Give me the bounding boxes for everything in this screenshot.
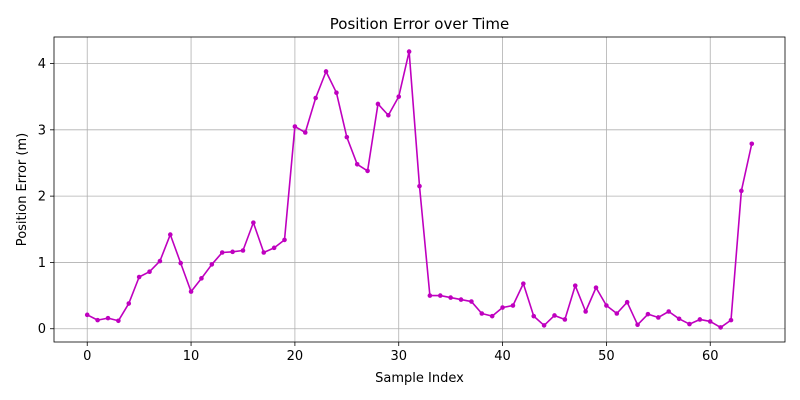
- data-point: [396, 94, 402, 99]
- data-point: [105, 315, 111, 321]
- data-point: [521, 281, 526, 286]
- data-point: [365, 168, 370, 174]
- data-point: [489, 313, 495, 319]
- data-point: [240, 248, 246, 253]
- data-point: [583, 309, 588, 314]
- data-point: [510, 303, 516, 308]
- data-point: [406, 49, 412, 54]
- data-point: [697, 317, 703, 322]
- data-point: [437, 293, 443, 298]
- data-point: [458, 297, 464, 302]
- data-point: [541, 323, 547, 328]
- grid-lines: [54, 37, 785, 342]
- data-point: [251, 220, 256, 225]
- x-tick-label: 10: [183, 349, 200, 364]
- data-point: [147, 269, 152, 275]
- data-point: [271, 245, 277, 251]
- data-point: [188, 289, 194, 294]
- data-point: [666, 309, 672, 314]
- y-axis-label: Position Error (m): [15, 133, 30, 246]
- data-point: [313, 95, 318, 101]
- data-point: [739, 188, 744, 194]
- data-point: [645, 311, 651, 317]
- data-point: [707, 319, 713, 324]
- data-point: [282, 237, 287, 243]
- data-point: [552, 313, 557, 318]
- y-tick-label: 1: [38, 256, 46, 271]
- x-tick-label: 0: [83, 349, 91, 364]
- data-point: [323, 69, 329, 74]
- chart-title: Position Error over Time: [330, 15, 509, 33]
- data-point: [604, 303, 609, 308]
- data-point: [302, 130, 308, 135]
- y-tick-label: 3: [38, 123, 46, 138]
- data-point: [167, 232, 173, 237]
- x-tick-label: 40: [494, 349, 511, 364]
- y-tick-label: 2: [38, 190, 46, 205]
- data-point: [230, 249, 235, 255]
- data-point: [95, 317, 100, 323]
- data-point: [676, 316, 682, 322]
- data-point: [199, 276, 204, 281]
- data-point: [614, 311, 620, 316]
- data-point: [157, 258, 163, 264]
- data-point: [531, 313, 537, 319]
- data-point: [500, 305, 505, 310]
- x-tick-label: 20: [287, 349, 304, 364]
- data-point: [219, 250, 225, 255]
- data-point: [334, 90, 339, 95]
- data-point: [572, 283, 578, 288]
- data-point: [656, 315, 661, 320]
- series-layer: [84, 49, 755, 330]
- data-point: [562, 317, 568, 322]
- data-point: [126, 301, 132, 306]
- data-point: [635, 322, 640, 328]
- data-point: [344, 134, 350, 140]
- data-point: [687, 321, 692, 327]
- data-point: [209, 262, 215, 267]
- x-tick-label: 60: [702, 349, 719, 364]
- y-tick-label: 0: [38, 322, 46, 337]
- data-point: [84, 312, 90, 318]
- data-point: [375, 101, 381, 107]
- data-point: [624, 299, 630, 305]
- data-point: [386, 112, 391, 118]
- data-point: [261, 250, 267, 255]
- data-point: [354, 162, 360, 167]
- data-point: [427, 293, 433, 298]
- x-tick-label: 30: [390, 349, 407, 364]
- data-point: [178, 260, 183, 266]
- data-point: [749, 141, 755, 147]
- data-point: [292, 124, 298, 129]
- x-axis-label: Sample Index: [375, 371, 464, 386]
- data-point: [718, 325, 723, 330]
- data-point: [728, 317, 734, 323]
- data-point: [417, 183, 422, 189]
- data-point: [448, 295, 453, 300]
- x-tick-label: 50: [598, 349, 615, 364]
- data-point: [593, 285, 599, 290]
- data-point: [469, 299, 474, 304]
- plot-frame: [53, 36, 786, 343]
- data-point: [479, 311, 485, 316]
- y-tick-label: 4: [38, 57, 46, 72]
- series-line: [86, 50, 753, 329]
- axis-ticks: 0 10 20 30 40 50 60 0 1 2 3 4: [38, 57, 719, 364]
- data-point: [136, 274, 142, 280]
- data-point: [116, 318, 121, 324]
